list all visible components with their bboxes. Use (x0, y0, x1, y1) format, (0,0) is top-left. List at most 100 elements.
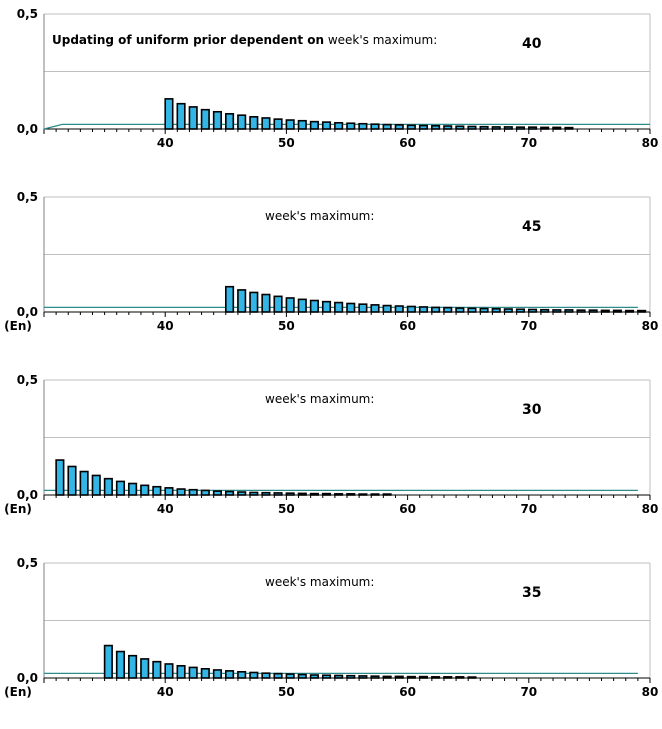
posterior-bar (370, 123, 380, 130)
posterior-bar (273, 672, 283, 679)
posterior-bar (249, 116, 259, 130)
y-tick-label: 0,5 (17, 190, 38, 204)
posterior-bar (491, 126, 501, 130)
posterior-bar (418, 124, 429, 130)
posterior-bar (237, 670, 247, 679)
posterior-bar (455, 125, 465, 130)
posterior-bar (128, 482, 138, 496)
posterior-bar (406, 675, 416, 679)
posterior-bar (285, 119, 295, 130)
posterior-bar (225, 113, 235, 130)
weeks-maximum-label: week's maximum: (265, 575, 374, 589)
posterior-bar (467, 307, 477, 313)
posterior-bar (370, 304, 380, 313)
posterior-bar (176, 102, 186, 130)
posterior-bar (188, 106, 198, 130)
posterior-bar (115, 480, 126, 496)
x-tick-label: 70 (520, 502, 537, 516)
posterior-bar (334, 493, 344, 496)
weeks-maximum-value: 40 (522, 36, 542, 52)
x-tick-label: 60 (399, 319, 416, 333)
x-axis-unit-label: (En) (4, 319, 32, 333)
x-tick-label: 80 (642, 136, 659, 150)
posterior-bar (237, 491, 247, 496)
posterior-bar (164, 663, 174, 679)
x-tick-label: 50 (278, 136, 295, 150)
posterior-bar (382, 675, 392, 679)
posterior-chart-4: 0,0 0,5 40 50 60 70 80 (En) week's maximum: 35 (4, 556, 658, 699)
posterior-bar (612, 309, 622, 313)
x-tick-label: 70 (520, 136, 537, 150)
posterior-bar (418, 306, 429, 313)
posterior-bar (624, 309, 635, 313)
posterior-bar (467, 676, 477, 679)
posterior-bar (188, 666, 198, 679)
posterior-bar (237, 114, 247, 130)
posterior-bar (382, 123, 392, 130)
posterior-bar (406, 124, 416, 130)
posterior-bar (503, 308, 513, 313)
chart-title: Updating of uniform prior dependent on w… (52, 33, 437, 47)
posterior-bar (540, 126, 550, 130)
posterior-bar (261, 293, 271, 313)
posterior-bar (225, 670, 235, 679)
posterior-bar (285, 673, 295, 679)
posterior-bar (358, 303, 368, 313)
posterior-bar (431, 124, 441, 130)
posterior-bar (515, 126, 525, 130)
posterior-bar (334, 121, 344, 130)
x-tick-label: 50 (278, 685, 295, 699)
x-axis-unit-label: (En) (4, 685, 32, 699)
posterior-bar (176, 665, 186, 679)
posterior-bar (394, 675, 404, 679)
posterior-bar (297, 492, 307, 496)
x-tick-label: 60 (399, 502, 416, 516)
posterior-bar (406, 305, 416, 313)
posterior-bar (334, 674, 344, 679)
weeks-maximum-value: 35 (522, 585, 541, 601)
posterior-bar (200, 668, 210, 679)
posterior-bar (394, 124, 404, 130)
posterior-bar (358, 122, 368, 130)
posterior-bar (527, 308, 538, 313)
posterior-bar (200, 489, 210, 496)
posterior-bar (212, 490, 222, 496)
posterior-bar (637, 309, 647, 313)
prior-line (43, 123, 650, 130)
posterior-bar (297, 298, 307, 313)
posterior-bar (176, 488, 186, 496)
posterior-bar (588, 309, 598, 313)
posterior-bar (152, 660, 162, 679)
posterior-bar (334, 301, 344, 313)
x-tick-label: 50 (278, 502, 295, 516)
posterior-bar (600, 309, 610, 313)
posterior-bar (503, 126, 513, 130)
x-tick-label: 70 (520, 685, 537, 699)
posterior-bar (552, 309, 562, 313)
y-tick-label: 0,0 (17, 305, 38, 319)
posterior-bar (564, 126, 574, 130)
posterior-bar (321, 121, 332, 130)
posterior-bar (91, 474, 101, 496)
posterior-bar (358, 675, 368, 679)
posterior-bar (309, 492, 319, 496)
posterior-bar (515, 308, 525, 313)
posterior-bar (261, 672, 271, 679)
posterior-bar (285, 297, 295, 313)
x-tick-label: 80 (642, 502, 659, 516)
posterior-bar (479, 307, 489, 313)
posterior-bar (443, 676, 453, 679)
chart-title-bold: Updating of uniform prior dependent on (52, 33, 324, 47)
posterior-bar (55, 459, 65, 496)
posterior-bar (249, 671, 259, 679)
y-tick-label: 0,0 (17, 488, 38, 502)
y-tick-label: 0,0 (17, 122, 38, 136)
posterior-bar (552, 126, 562, 130)
posterior-bar (140, 484, 150, 496)
posterior-bar (455, 307, 465, 313)
x-tick-label: 40 (157, 319, 174, 333)
posterior-bar (200, 108, 210, 130)
posterior-bar (467, 125, 477, 130)
posterior-bar (297, 673, 307, 679)
posterior-bar (431, 676, 441, 679)
